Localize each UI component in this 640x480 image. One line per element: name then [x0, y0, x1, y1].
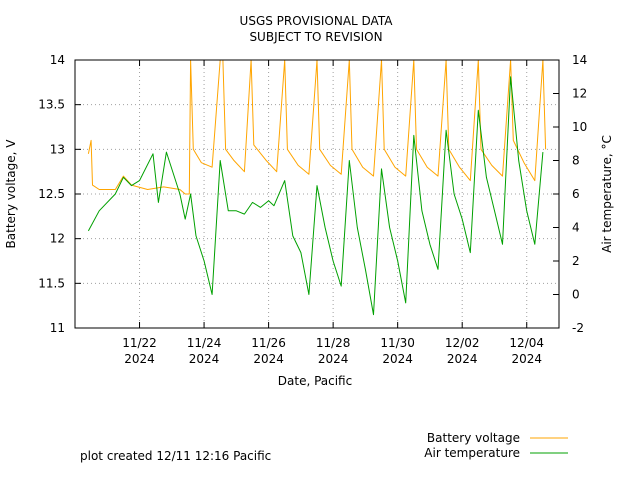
plot-created-note: plot created 12/11 12:16 Pacific	[80, 449, 271, 463]
x-tick-label: 12/02	[445, 336, 480, 350]
x-tick-year-label: 2024	[382, 352, 413, 366]
x-tick-label: 11/30	[380, 336, 415, 350]
y-tick-label: 13	[50, 142, 65, 156]
series-line-air-temperature	[87, 76, 544, 316]
y2-tick-label: 8	[572, 154, 580, 168]
legend-label-battery-voltage: Battery voltage	[427, 431, 520, 445]
x-tick-year-label: 2024	[318, 352, 349, 366]
y2-tick-label: 2	[572, 254, 580, 268]
x-tick-year-label: 2024	[511, 352, 542, 366]
y2-tick-label: 10	[572, 120, 587, 134]
x-tick-label: 11/28	[316, 336, 351, 350]
x-tick-year-label: 2024	[124, 352, 155, 366]
y2-tick-label: 6	[572, 187, 580, 201]
y-tick-label: 14	[50, 53, 65, 67]
y2-tick-label: 0	[572, 288, 580, 302]
x-axis-label: Date, Pacific	[278, 374, 352, 388]
y2-tick-label: 14	[572, 53, 587, 67]
x-tick-year-label: 2024	[447, 352, 478, 366]
grid	[75, 60, 559, 328]
x-tick-label: 11/26	[251, 336, 286, 350]
y-axis-ticks: 11 11.5 12 12.5 13 13.5 14	[38, 53, 81, 335]
x-tick-label: 11/24	[187, 336, 222, 350]
y-tick-label: 12.5	[38, 187, 65, 201]
y2-axis-label: Air temperature, °C	[600, 135, 614, 253]
y2-tick-label: -2	[572, 321, 584, 335]
y-tick-label: 11	[50, 321, 65, 335]
x-tick-year-label: 2024	[253, 352, 284, 366]
chart-subtitle: SUBJECT TO REVISION	[249, 30, 382, 44]
y-tick-label: 13.5	[38, 98, 65, 112]
y2-tick-label: 4	[572, 221, 580, 235]
y-axis-label: Battery voltage, V	[4, 139, 18, 249]
x-axis-ticks: 11/22 2024 11/24 2024 11/26 2024 11/28 2024 11/3…	[122, 60, 544, 366]
legend: Battery voltage Air temperature	[424, 431, 568, 460]
y-tick-label: 12	[50, 232, 65, 246]
legend-label-air-temperature: Air temperature	[424, 446, 520, 460]
x-tick-year-label: 2024	[189, 352, 220, 366]
x-tick-label: 12/04	[509, 336, 544, 350]
y2-axis-ticks: -2 0 2 4 6 8 10 12 14	[553, 53, 587, 335]
y2-tick-label: 12	[572, 87, 587, 101]
y-tick-label: 11.5	[38, 276, 65, 290]
chart-title: USGS PROVISIONAL DATA	[240, 14, 394, 28]
x-tick-label: 11/22	[122, 336, 157, 350]
